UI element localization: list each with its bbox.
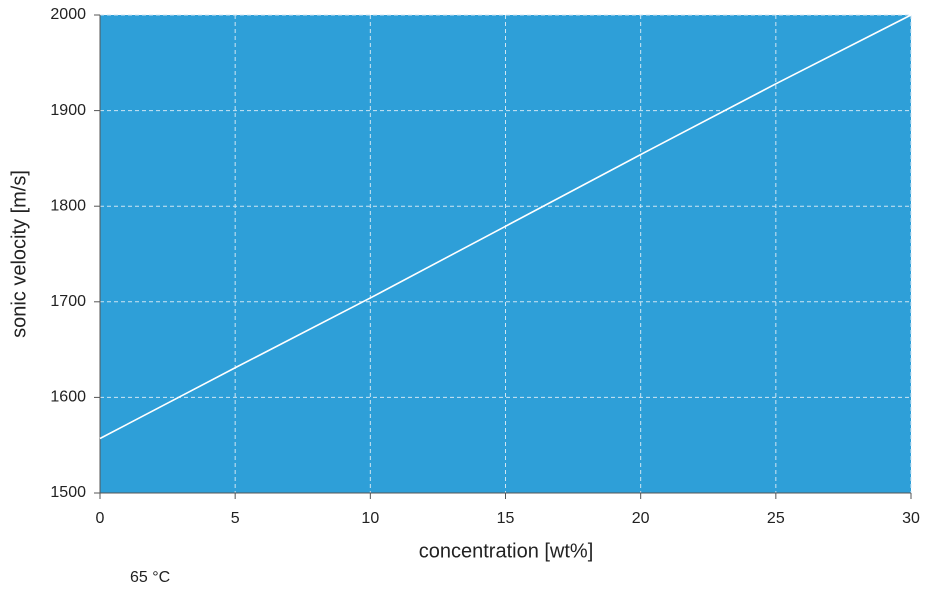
x-tick-label: 25 <box>767 510 785 527</box>
y-tick-label: 1900 <box>50 102 86 119</box>
x-tick-label: 20 <box>632 510 650 527</box>
x-tick-label: 30 <box>902 510 920 527</box>
x-tick-label: 0 <box>96 510 105 527</box>
x-tick-label: 5 <box>231 510 240 527</box>
y-axis-label: sonic velocity [m/s] <box>8 170 30 338</box>
y-tick-label: 2000 <box>50 6 86 23</box>
x-tick-label: 15 <box>497 510 515 527</box>
y-tick-label: 1500 <box>50 484 86 501</box>
x-tick-label: 10 <box>361 510 379 527</box>
x-axis-label: concentration [wt%] <box>419 540 594 562</box>
y-tick-label: 1600 <box>50 389 86 406</box>
annotation: 65 °C <box>130 569 170 586</box>
data-line <box>99 14 912 440</box>
y-tick-label: 1700 <box>50 293 86 310</box>
y-tick-label: 1800 <box>50 197 86 214</box>
